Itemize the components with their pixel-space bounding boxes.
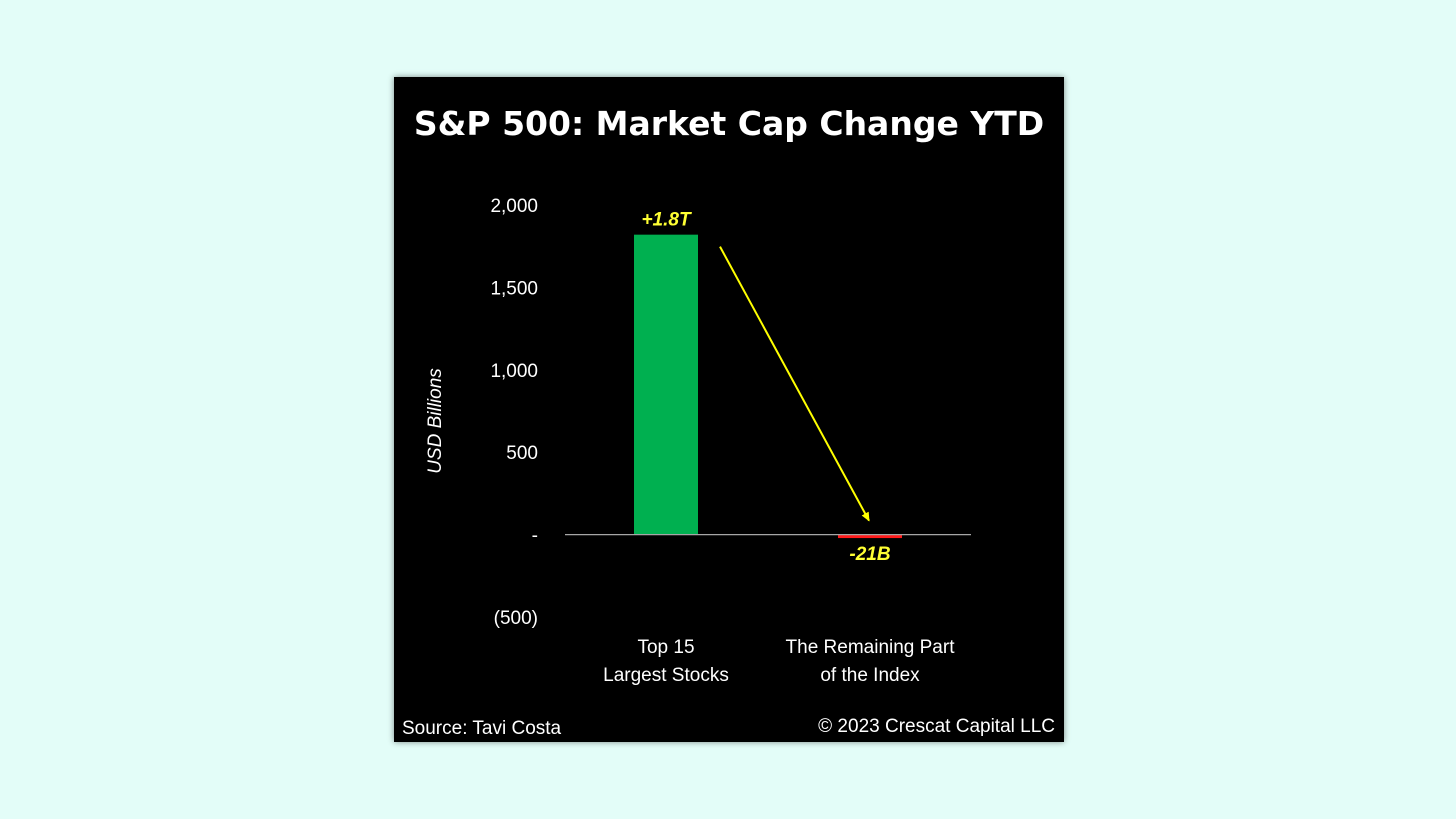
source-note: Source: Tavi Costa	[402, 718, 562, 739]
copyright-note: © 2023 Crescat Capital LLC	[818, 716, 1055, 737]
bar	[838, 534, 902, 539]
category-label: of the Index	[820, 665, 920, 686]
category-label: The Remaining Part	[786, 637, 956, 658]
category-label: Largest Stocks	[603, 665, 729, 686]
category-label: Top 15	[637, 637, 694, 658]
y-tick-label: 1,500	[490, 278, 538, 299]
data-labels: +1.8T -21B	[641, 210, 890, 565]
trend-arrow	[719, 246, 870, 522]
bar-chart: S&P 500: Market Cap Change YTD USD Billi…	[402, 104, 1055, 739]
data-label: -21B	[849, 544, 890, 565]
y-tick-label: 500	[506, 443, 538, 464]
y-tick-label: 1,000	[490, 361, 538, 382]
bars	[634, 234, 902, 539]
y-tick-label: (500)	[494, 608, 538, 629]
y-axis-ticks: (500) - 500 1,000 1,500 2,000	[490, 196, 538, 629]
y-axis-label: USD Billions	[425, 368, 446, 474]
chart-title: S&P 500: Market Cap Change YTD	[414, 104, 1044, 143]
data-label: +1.8T	[641, 210, 692, 231]
y-tick-label: -	[532, 526, 538, 547]
chart-panel: S&P 500: Market Cap Change YTD USD Billi…	[394, 77, 1064, 742]
x-axis-category-labels: Top 15 Largest Stocks The Remaining Part of…	[603, 637, 955, 686]
y-tick-label: 2,000	[490, 196, 538, 217]
bar	[634, 234, 698, 535]
